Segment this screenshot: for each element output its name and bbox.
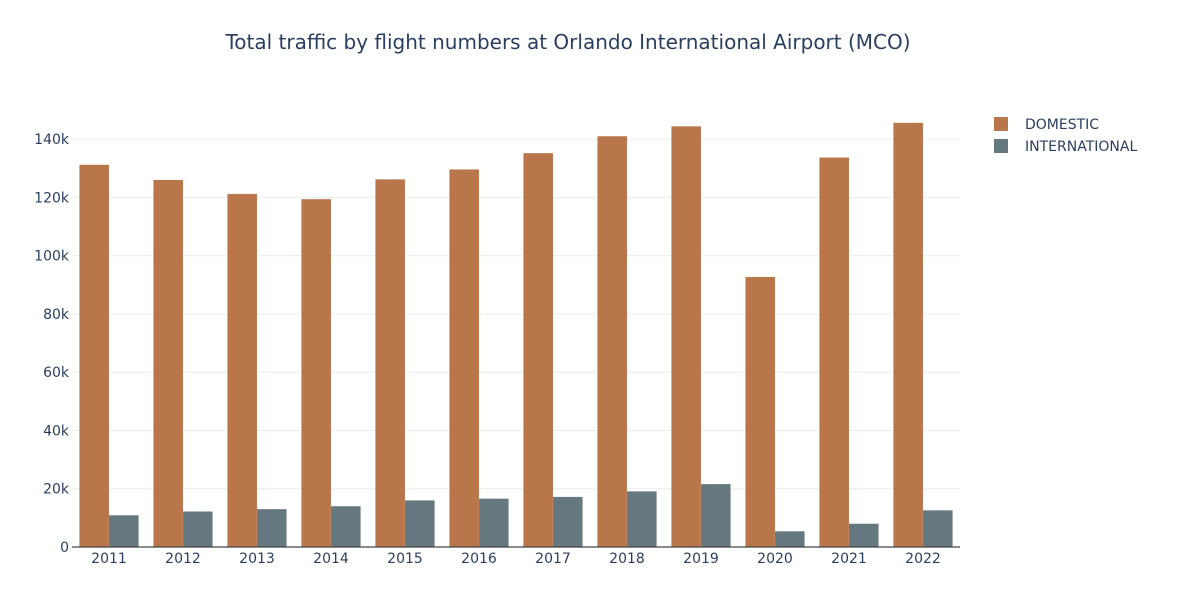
- x-tick-label: 2011: [91, 551, 127, 567]
- bar-international-2014[interactable]: [330, 505, 361, 548]
- bars: [79, 122, 953, 548]
- bar-international-2013[interactable]: [256, 508, 287, 548]
- x-tick-label: 2014: [313, 551, 349, 567]
- bar-domestic-2020[interactable]: [745, 276, 776, 548]
- bar-international-2016[interactable]: [478, 498, 509, 548]
- x-tick-label: 2017: [535, 551, 571, 567]
- bar-international-2020[interactable]: [774, 531, 805, 548]
- bar-domestic-2012[interactable]: [153, 179, 184, 548]
- bar-international-2022[interactable]: [922, 510, 953, 548]
- y-tick-label: 140k: [34, 132, 70, 148]
- bar-domestic-2017[interactable]: [523, 152, 554, 548]
- legend-label: INTERNATIONAL: [1025, 139, 1137, 155]
- x-tick-label: 2020: [757, 551, 793, 567]
- y-tick-label: 80k: [43, 307, 70, 323]
- bar-domestic-2015[interactable]: [375, 179, 406, 548]
- bar-domestic-2019[interactable]: [671, 126, 702, 548]
- bar-international-2019[interactable]: [700, 483, 731, 548]
- chart-title: Total traffic by flight numbers at Orlan…: [224, 30, 910, 54]
- y-tick-label: 120k: [34, 190, 70, 206]
- y-tick-label: 100k: [34, 249, 70, 265]
- bar-domestic-2014[interactable]: [301, 198, 332, 548]
- y-tick-label: 60k: [43, 365, 70, 381]
- bar-domestic-2022[interactable]: [893, 122, 924, 548]
- bar-domestic-2016[interactable]: [449, 169, 480, 548]
- legend-swatch: [994, 117, 1008, 131]
- legend-item-international[interactable]: INTERNATIONAL: [994, 139, 1137, 155]
- bar-international-2015[interactable]: [404, 500, 435, 548]
- legend-swatch: [994, 139, 1008, 153]
- x-tick-label: 2022: [905, 551, 941, 567]
- x-tick-label: 2019: [683, 551, 719, 567]
- x-tick-label: 2018: [609, 551, 645, 567]
- y-tick-label: 40k: [43, 423, 70, 439]
- legend-item-domestic[interactable]: DOMESTIC: [994, 117, 1099, 133]
- bar-international-2011[interactable]: [108, 514, 139, 548]
- x-tick-label: 2021: [831, 551, 867, 567]
- bar-domestic-2013[interactable]: [227, 193, 258, 548]
- bar-domestic-2021[interactable]: [819, 157, 850, 548]
- x-tick-label: 2013: [239, 551, 275, 567]
- axes: 0 20k 40k 60k 80k 100k 120k 140k 2011 2012 2013 201…: [34, 132, 960, 567]
- gridlines: [72, 138, 960, 490]
- bar-international-2018[interactable]: [626, 491, 657, 548]
- y-tick-label: 20k: [43, 482, 70, 498]
- bar-international-2012[interactable]: [182, 511, 213, 548]
- x-tick-label: 2016: [461, 551, 497, 567]
- bar-domestic-2011[interactable]: [79, 164, 110, 548]
- bar-domestic-2018[interactable]: [597, 135, 628, 548]
- bar-international-2017[interactable]: [552, 496, 583, 548]
- legend[interactable]: DOMESTIC INTERNATIONAL: [994, 117, 1137, 155]
- x-tick-label: 2012: [165, 551, 201, 567]
- x-tick-label: 2015: [387, 551, 423, 567]
- y-tick-label: 0: [60, 540, 69, 556]
- legend-label: DOMESTIC: [1025, 117, 1099, 133]
- bar-international-2021[interactable]: [848, 523, 879, 548]
